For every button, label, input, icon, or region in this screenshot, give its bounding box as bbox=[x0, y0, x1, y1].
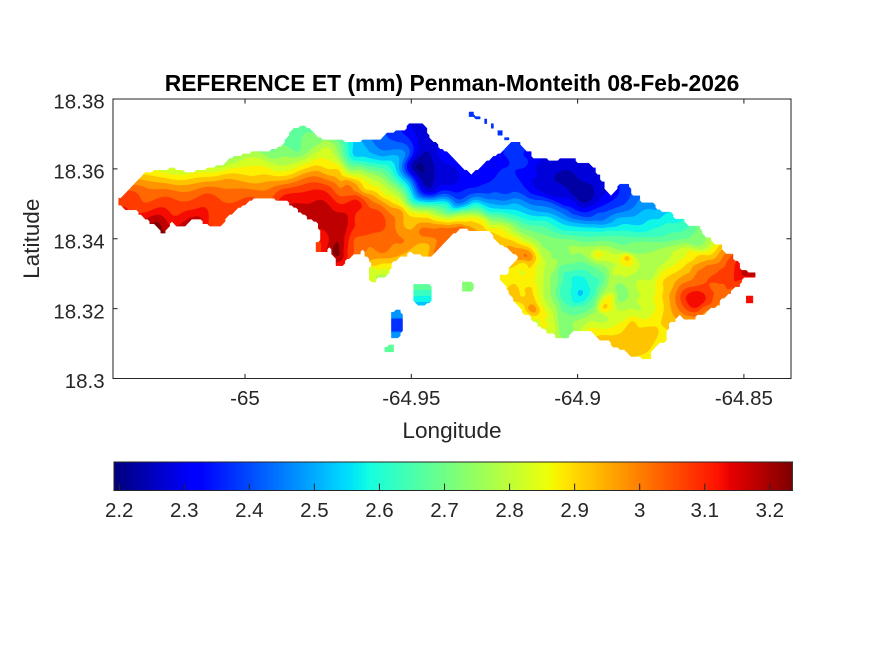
svg-text:-64.85: -64.85 bbox=[715, 387, 773, 410]
svg-text:18.38: 18.38 bbox=[53, 91, 104, 114]
svg-text:3: 3 bbox=[634, 499, 645, 522]
svg-text:2.8: 2.8 bbox=[495, 499, 523, 522]
svg-text:18.36: 18.36 bbox=[53, 161, 104, 184]
svg-text:Longitude: Longitude bbox=[402, 418, 501, 443]
svg-text:3.2: 3.2 bbox=[756, 499, 785, 522]
svg-text:18.3: 18.3 bbox=[65, 370, 105, 393]
svg-text:2.3: 2.3 bbox=[170, 499, 198, 522]
svg-text:2.4: 2.4 bbox=[235, 499, 264, 522]
svg-text:-65: -65 bbox=[230, 387, 260, 410]
svg-text:18.34: 18.34 bbox=[53, 230, 104, 253]
svg-text:2.2: 2.2 bbox=[105, 499, 133, 522]
svg-text:2.7: 2.7 bbox=[430, 499, 458, 522]
svg-text:2.9: 2.9 bbox=[560, 499, 589, 522]
svg-text:2.5: 2.5 bbox=[300, 499, 329, 522]
svg-text:3.1: 3.1 bbox=[691, 499, 719, 522]
svg-text:-64.95: -64.95 bbox=[382, 387, 440, 410]
svg-text:REFERENCE ET (mm) Penman-Monte: REFERENCE ET (mm) Penman-Monteith 08-Feb… bbox=[165, 70, 740, 96]
svg-text:2.6: 2.6 bbox=[365, 499, 394, 522]
svg-text:18.32: 18.32 bbox=[53, 300, 104, 323]
svg-text:Latitude: Latitude bbox=[19, 199, 44, 279]
svg-text:-64.9: -64.9 bbox=[554, 387, 601, 410]
